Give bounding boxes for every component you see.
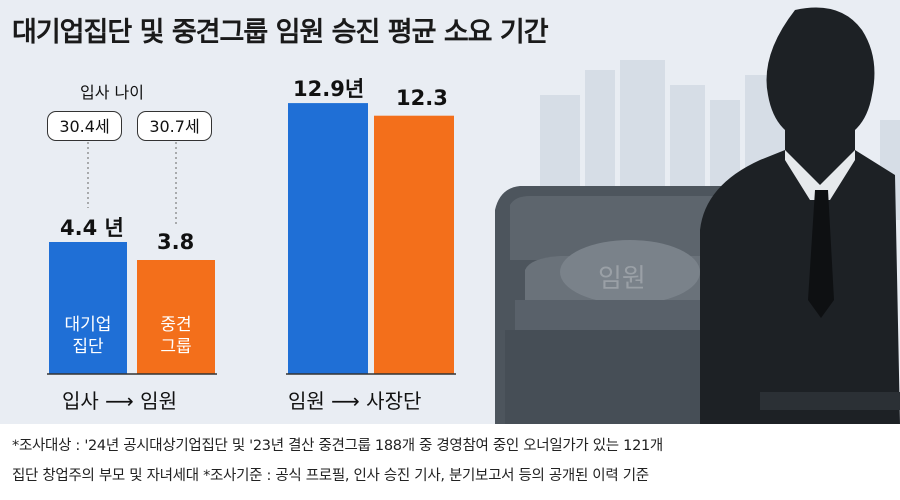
data-label-midsize-group-join-to-exec: 3.8	[157, 230, 195, 254]
background-illustration	[495, 7, 900, 424]
seat-label: 임원	[598, 264, 646, 294]
bar-large-group-join-to-exec	[49, 242, 127, 374]
bar-label-large-group: 대기업 집단	[49, 314, 127, 358]
data-label-large-group-exec-to-ceo: 12.9년	[293, 77, 365, 102]
bar-midsize-group-join-to-exec	[137, 260, 215, 374]
bar-midsize-group-exec-to-ceo	[374, 115, 454, 374]
bar-charts	[47, 103, 456, 375]
bar-label-line: 중견	[160, 315, 192, 335]
bar-label-midsize-group: 중견 그룹	[137, 314, 215, 358]
footnote-survey-criteria: 집단 창업주의 부모 및 자녀세대 *조사기준 : 공식 프로필, 인사 승진 …	[12, 468, 649, 484]
x-axis-label-join-to-exec: 입사 ⟶ 임원	[62, 389, 177, 413]
bar-label-line: 집단	[72, 337, 104, 357]
chart-title: 대기업집단 및 중견그룹 임원 승진 평균 소요 기간	[12, 17, 549, 48]
data-label-midsize-group-exec-to-ceo: 12.3	[396, 85, 448, 110]
join-age-midsize-group: 30.7세	[137, 111, 212, 141]
join-age-heading: 입사 나이	[80, 83, 144, 102]
x-axis-label-exec-to-ceo: 임원 ⟶ 사장단	[288, 389, 422, 413]
join-age-large-group: 30.4세	[47, 111, 122, 141]
footnote-survey-target: *조사대상 : '24년 공시대상기업집단 및 '23년 결산 중견그룹 188…	[12, 438, 663, 454]
data-label-large-group-join-to-exec: 4.4 년	[60, 216, 124, 240]
executive-silhouette	[700, 7, 900, 424]
bar-label-line: 그룹	[160, 337, 192, 357]
footnote: *조사대상 : '24년 공시대상기업집단 및 '23년 결산 중견그룹 188…	[0, 424, 900, 500]
bar-large-group-exec-to-ceo	[288, 103, 368, 374]
bar-label-line: 대기업	[64, 315, 112, 335]
